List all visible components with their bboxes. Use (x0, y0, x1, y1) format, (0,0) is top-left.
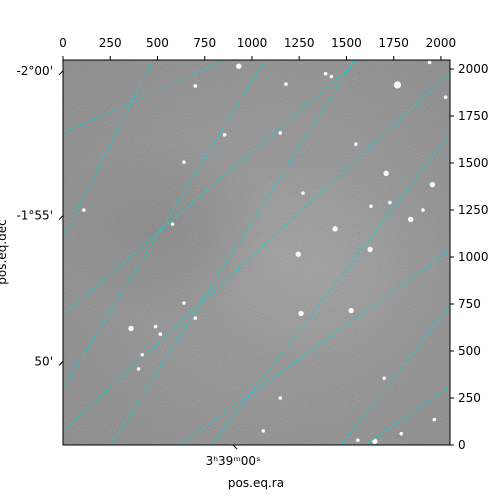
star (193, 84, 198, 88)
star (128, 325, 134, 332)
right-tick-label: 1250 (458, 203, 489, 217)
star (382, 376, 387, 381)
grid-line (63, 60, 266, 389)
star (388, 200, 392, 205)
star (429, 181, 436, 188)
star (355, 438, 360, 443)
dec-tick (58, 70, 64, 76)
right-tick-label: 500 (458, 344, 481, 358)
star (323, 71, 328, 76)
grid-line (210, 133, 450, 445)
top-tick-label: 500 (146, 36, 169, 50)
star (193, 316, 198, 320)
plot-frame (62, 59, 451, 446)
top-tick-label: 0 (59, 36, 67, 50)
right-tick-label: 0 (458, 438, 466, 452)
grid-line (63, 60, 360, 316)
right-tick-label: 2000 (458, 62, 489, 76)
star (354, 142, 358, 147)
top-tick-label: 250 (99, 36, 122, 50)
right-tick-label: 1000 (458, 250, 489, 264)
ra-tick-label: 3ʰ39ᵐ00ˢ (206, 454, 261, 468)
right-pixel-axis: 0 250 500 750 1000 1250 1500 1750 2000 (450, 62, 489, 452)
top-tick-label: 1250 (284, 36, 315, 50)
grid-line (63, 72, 450, 432)
top-tick-label: 1500 (331, 36, 362, 50)
top-tick-label: 2000 (426, 36, 457, 50)
star (140, 352, 145, 357)
star (421, 208, 425, 212)
star (182, 160, 186, 164)
star (427, 60, 432, 65)
star (369, 204, 373, 209)
top-tick-label: 1000 (237, 36, 268, 50)
dec-tick-label: 50' (34, 354, 53, 368)
star (236, 63, 242, 69)
star (348, 307, 354, 314)
top-pixel-axis: 0 250 500 750 1000 1250 1500 1750 2000 (59, 36, 456, 60)
grid-line (178, 249, 450, 445)
star (261, 429, 266, 433)
star (284, 82, 288, 86)
star (170, 222, 175, 226)
right-tick-label: 1750 (458, 109, 489, 123)
star (153, 324, 158, 329)
grid-line (364, 385, 450, 445)
star (383, 170, 389, 177)
grid-line (63, 60, 227, 134)
grid-line (110, 60, 355, 445)
star (332, 226, 338, 232)
star (399, 431, 404, 436)
right-tick-label: 1500 (458, 156, 489, 170)
dec-tick-label: -2°00' (16, 64, 53, 78)
star (393, 81, 402, 89)
top-tick-label: 1750 (378, 36, 409, 50)
star (222, 133, 227, 137)
star (329, 74, 334, 79)
dec-tick (58, 360, 64, 366)
dec-tick-label: -1°55' (16, 209, 53, 223)
star (81, 208, 86, 212)
right-tick-label: 250 (458, 391, 481, 405)
star (301, 191, 305, 195)
dec-tick (58, 215, 64, 221)
star (298, 310, 304, 317)
ra-axis: 3ʰ39ᵐ00ˢ (206, 444, 261, 468)
star (158, 332, 163, 336)
star (295, 251, 301, 257)
star (432, 417, 437, 422)
star (407, 216, 414, 223)
dec-axis: -2°00' -1°55' 50' (16, 64, 64, 368)
top-tick-label: 750 (193, 36, 216, 50)
star (372, 438, 378, 444)
sky-image (63, 60, 450, 445)
ra-tick (232, 444, 238, 450)
star (278, 131, 283, 135)
x-axis-title: pos.eq.ra (228, 476, 284, 490)
y-axis-title: pos.eq.dec (0, 219, 9, 284)
star (278, 396, 283, 400)
stars (81, 60, 448, 444)
star (136, 367, 141, 371)
star (443, 95, 448, 100)
star (182, 301, 186, 305)
right-tick-label: 750 (458, 297, 481, 311)
grid-line (340, 304, 450, 445)
coordinate-grid (63, 60, 450, 445)
star (367, 246, 373, 253)
